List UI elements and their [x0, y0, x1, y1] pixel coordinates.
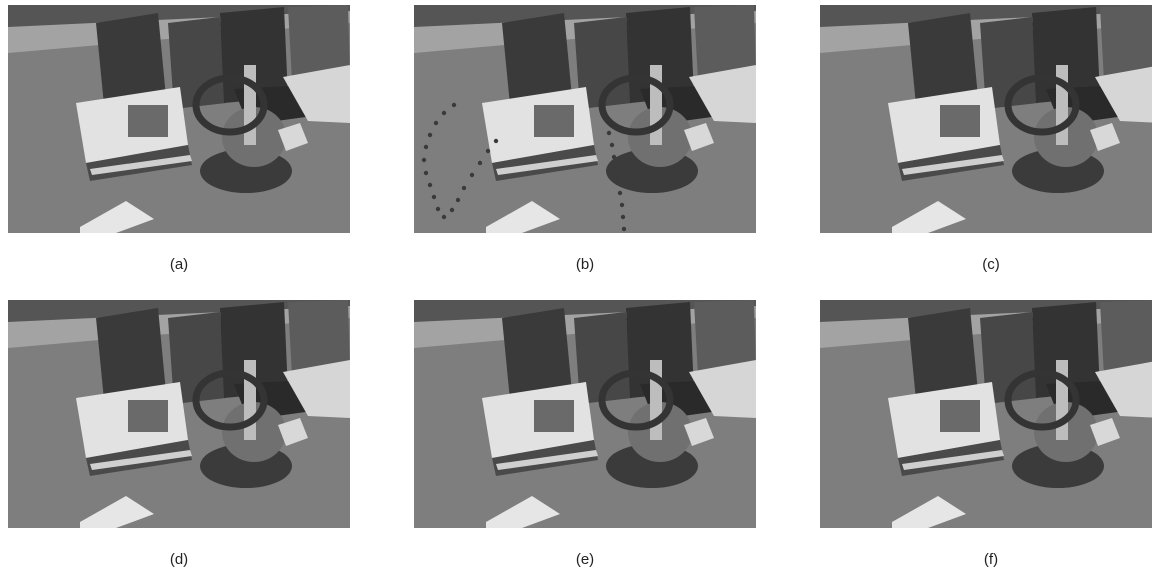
panel: (b) [414, 5, 756, 273]
caption: (a) [170, 256, 188, 273]
track-dot [432, 195, 436, 199]
track-dot [614, 167, 618, 171]
panel: (f) [820, 300, 1152, 567]
track-dot [424, 171, 428, 175]
photo [820, 5, 1152, 233]
track-dot [428, 133, 432, 137]
track-dot [436, 207, 440, 211]
track-dot [607, 131, 611, 135]
caption: (f) [984, 551, 998, 567]
panel: (d) [8, 300, 350, 567]
track-dot [621, 215, 625, 219]
panel: (c) [820, 5, 1152, 273]
track-dot [622, 227, 626, 231]
track-dot [452, 103, 456, 107]
caption: (d) [170, 551, 188, 567]
track-dot [434, 121, 438, 125]
track-dot [422, 158, 426, 162]
track-dot [486, 149, 490, 153]
caption: (c) [982, 256, 1000, 273]
caption: (b) [576, 256, 594, 273]
photo [414, 5, 756, 233]
track-dot [618, 191, 622, 195]
track-dot [478, 161, 482, 165]
panel: (e) [414, 300, 756, 567]
photo [414, 300, 756, 528]
track-dot [428, 183, 432, 187]
photo [8, 5, 350, 233]
track-dot [470, 173, 474, 177]
track-dot [462, 186, 466, 190]
panel: (a) [8, 5, 350, 273]
photo [8, 300, 350, 528]
figure: (a) (b) (c) (d) (e) (f) [0, 0, 1152, 567]
photo [820, 300, 1152, 528]
track-dot [442, 111, 446, 115]
track-dot [612, 155, 616, 159]
track-dot [494, 139, 498, 143]
track-dot [620, 203, 624, 207]
track-dot [616, 179, 620, 183]
caption: (e) [576, 551, 594, 567]
track-dot [424, 145, 428, 149]
track-dot [442, 215, 446, 219]
track-dot [450, 208, 454, 212]
track-dot [610, 143, 614, 147]
track-dot [456, 198, 460, 202]
